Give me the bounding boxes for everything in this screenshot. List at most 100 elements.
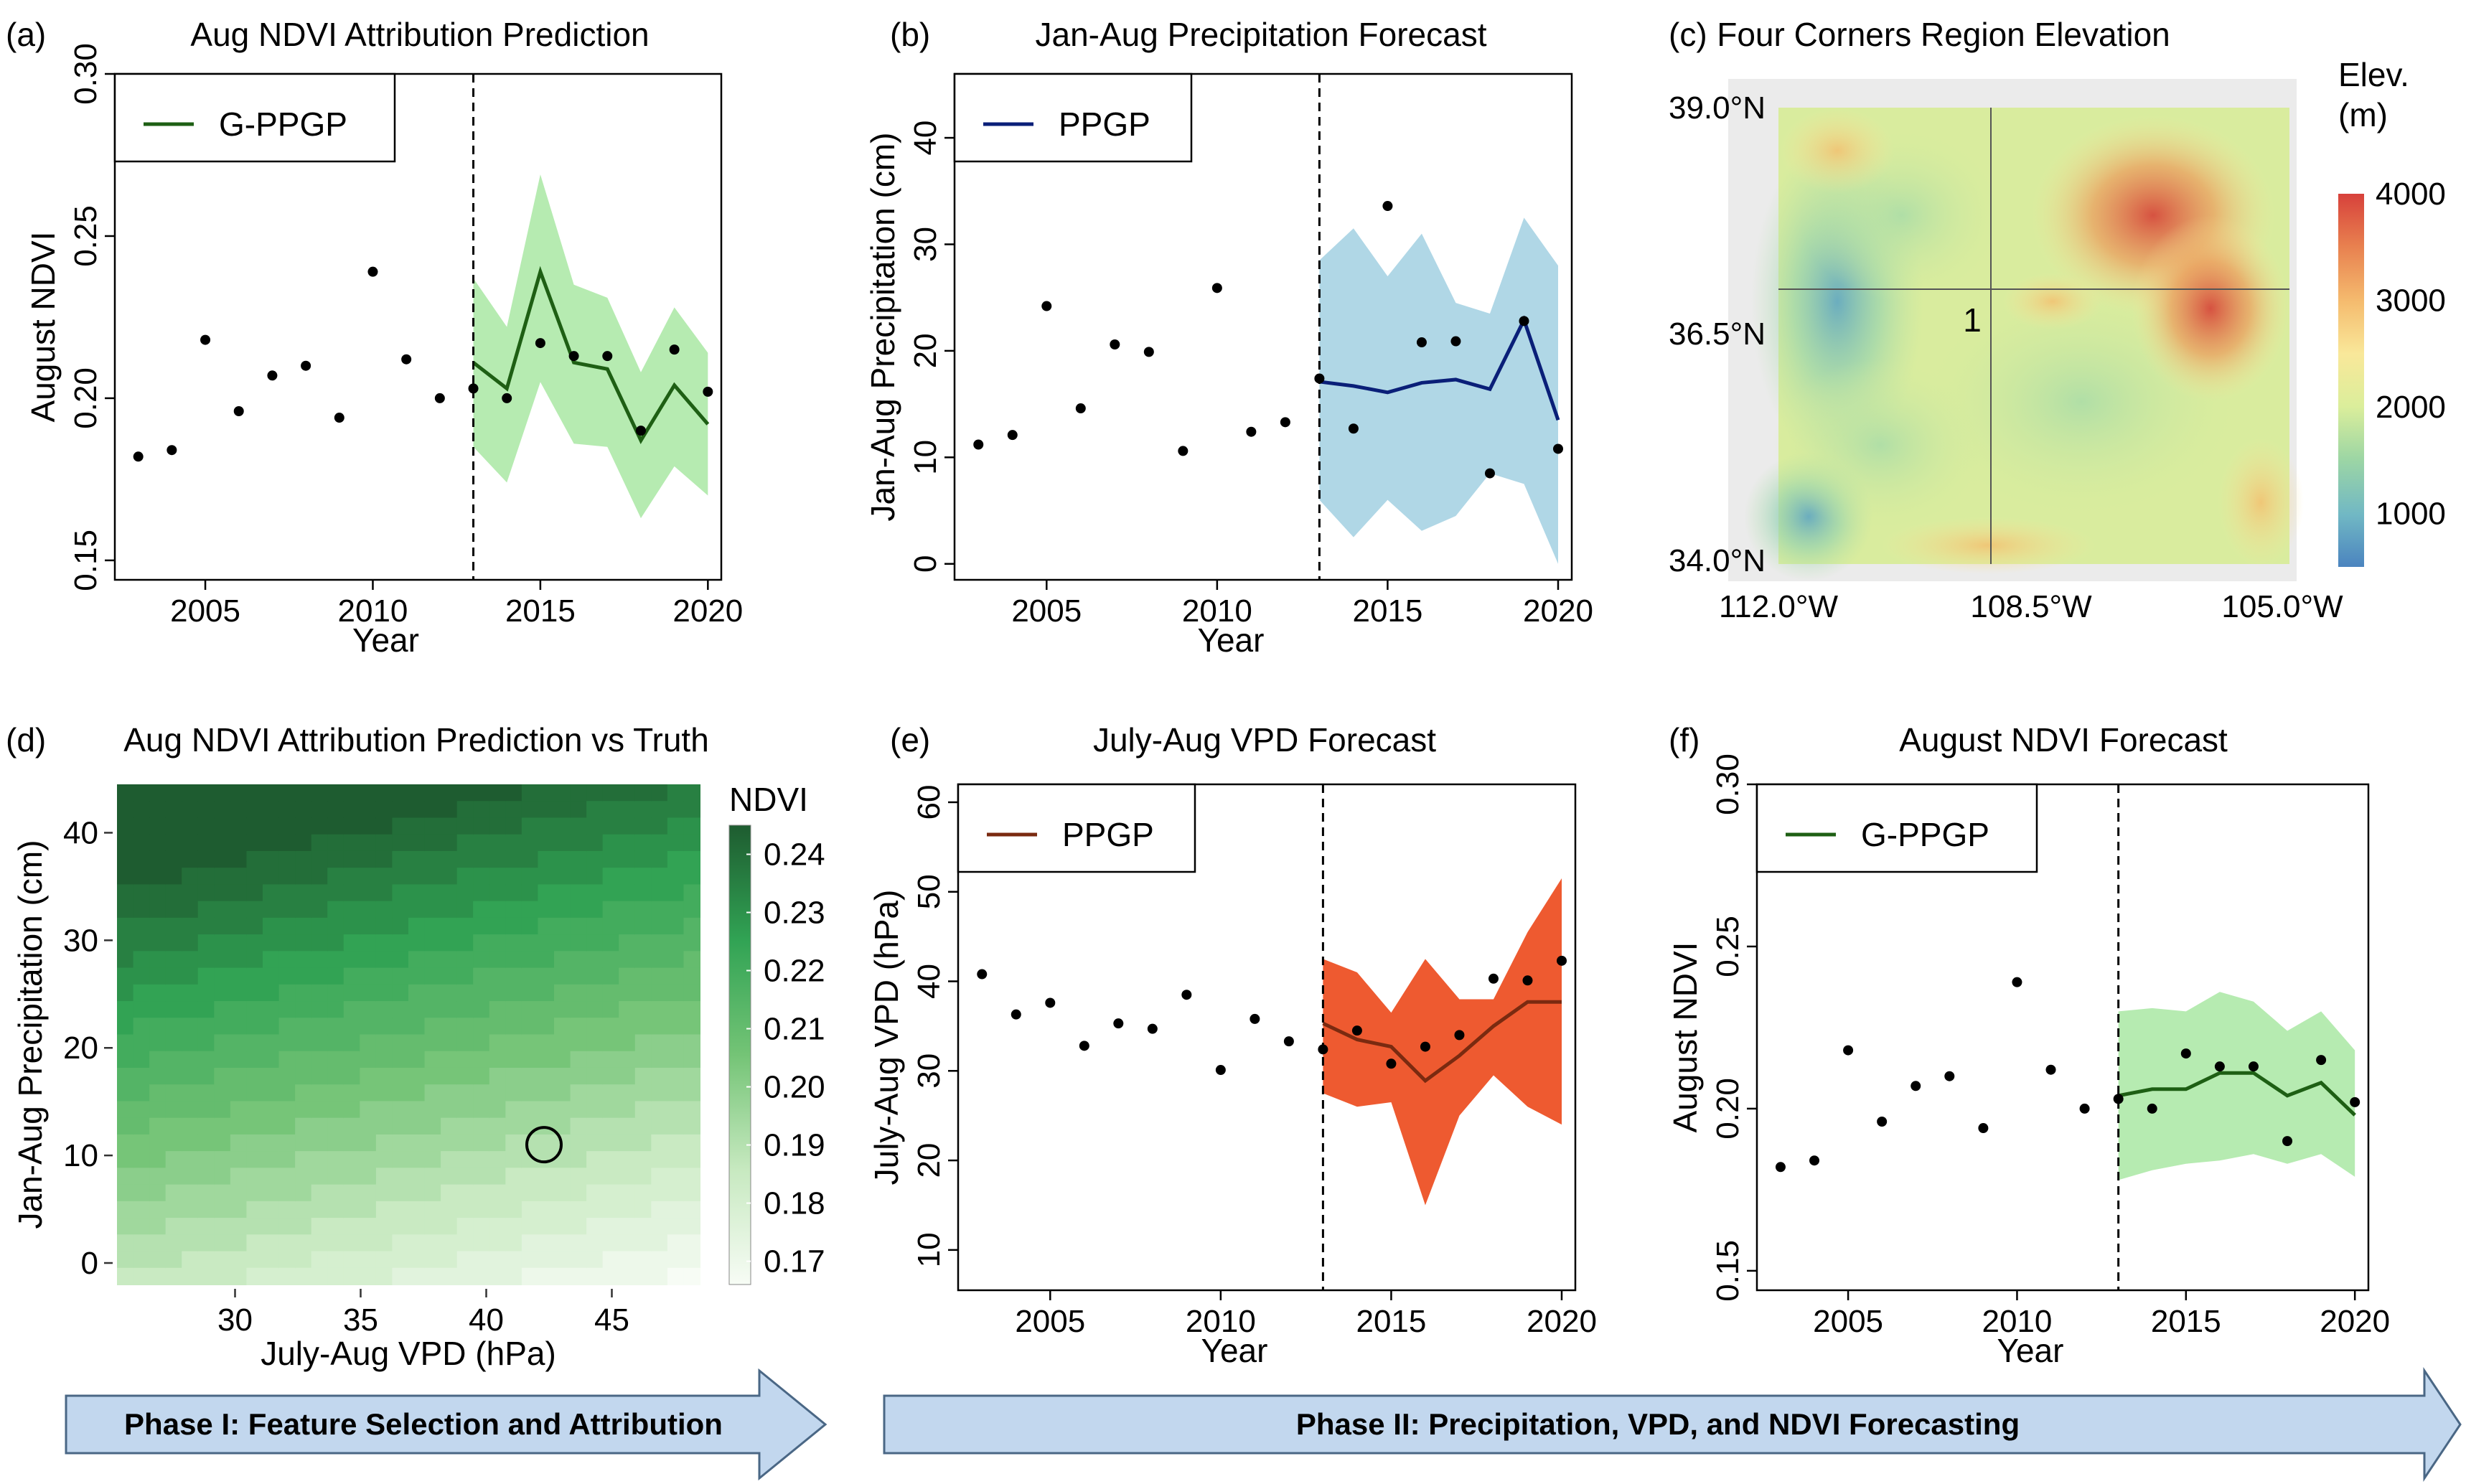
heatmap-cell bbox=[117, 834, 134, 852]
heatmap-cell bbox=[570, 1201, 588, 1219]
observed-point-a bbox=[502, 393, 512, 403]
heatmap-cell bbox=[456, 784, 474, 802]
heatmap-cell bbox=[149, 1168, 167, 1185]
heatmap-cell bbox=[327, 1184, 344, 1202]
heatmap-cell bbox=[619, 1251, 636, 1269]
heatmap-cell bbox=[263, 817, 280, 835]
heatmap-cell bbox=[375, 1117, 393, 1135]
xlabel-d: July-Aug VPD (hPa) bbox=[261, 1335, 556, 1372]
heatmap-cell bbox=[441, 901, 458, 919]
heatmap-cell bbox=[311, 1018, 329, 1035]
heatmap-cell bbox=[133, 834, 151, 852]
heatmap-cell bbox=[441, 1101, 458, 1119]
heatmap-cell bbox=[360, 967, 377, 985]
heatmap-cell bbox=[263, 1151, 280, 1169]
heatmap-cell bbox=[586, 1151, 604, 1169]
heatmap-cell bbox=[408, 1234, 426, 1252]
xlabel-b: Year bbox=[1198, 621, 1265, 659]
heatmap-cell bbox=[538, 1034, 555, 1052]
heatmap-cell bbox=[683, 801, 700, 819]
heatmap-cell bbox=[295, 1168, 312, 1185]
heatmap-cell bbox=[570, 934, 588, 952]
heatmap-cell bbox=[489, 1051, 507, 1069]
heatmap-cell bbox=[360, 1218, 377, 1236]
heatmap-cell bbox=[165, 1168, 183, 1185]
heatmap-cell bbox=[505, 801, 522, 819]
heatmap-cell bbox=[586, 801, 604, 819]
heatmap-cell bbox=[554, 1067, 571, 1086]
heatmap-cell bbox=[634, 1051, 652, 1069]
heatmap-cell bbox=[230, 1134, 248, 1152]
legend-label-b: PPGP bbox=[1059, 105, 1150, 143]
heatmap-cell bbox=[651, 1084, 668, 1102]
heatmap-cell bbox=[311, 1067, 329, 1086]
heatmap-cell bbox=[327, 1001, 344, 1019]
heatmap-cell bbox=[554, 834, 571, 852]
heatmap-cell bbox=[619, 1151, 636, 1169]
observed-point-e bbox=[1215, 1065, 1226, 1076]
heatmap-cell bbox=[424, 850, 442, 869]
heatmap-cell bbox=[343, 1084, 361, 1102]
heatmap-cell bbox=[538, 951, 555, 969]
heatmap-cell bbox=[327, 984, 344, 1002]
heatmap-cell bbox=[327, 784, 344, 802]
heatmap-cell bbox=[619, 784, 636, 802]
heatmap-cell bbox=[392, 1051, 409, 1069]
heatmap-cell bbox=[473, 1184, 490, 1202]
heatmap-cell bbox=[554, 1117, 571, 1135]
truth-marker bbox=[525, 1126, 563, 1164]
heatmap-cell bbox=[392, 1134, 409, 1152]
heatmap-cell bbox=[117, 967, 134, 985]
heatmap-cell bbox=[311, 1134, 329, 1152]
heatmap-cell bbox=[424, 1117, 442, 1135]
heatmap-cell bbox=[424, 934, 442, 952]
heatmap-cell bbox=[619, 1001, 636, 1019]
heatmap-cell bbox=[570, 817, 588, 835]
heatmap-cell bbox=[408, 1151, 426, 1169]
heatmap-cell bbox=[197, 1168, 215, 1185]
heatmap-cell bbox=[392, 1151, 409, 1169]
heatmap-cell bbox=[570, 1151, 588, 1169]
heatmap-cell bbox=[263, 1234, 280, 1252]
heatmap-cell bbox=[667, 834, 685, 852]
heatmap-cell bbox=[214, 1117, 231, 1135]
heatmap-cell bbox=[667, 1184, 685, 1202]
heatmap-cell bbox=[683, 1184, 700, 1202]
heatmap-cell bbox=[489, 951, 507, 969]
observed-point-b bbox=[1211, 283, 1222, 293]
heatmap-cell bbox=[360, 1201, 377, 1219]
heatmap-cell bbox=[651, 834, 668, 852]
heatmap-cell bbox=[505, 1034, 522, 1052]
observed-point-a bbox=[635, 426, 646, 436]
heatmap-cell bbox=[456, 1051, 474, 1069]
ytick-label-d: 40 bbox=[63, 815, 98, 850]
ytick-label-b: 20 bbox=[908, 333, 943, 368]
heatmap-cell bbox=[392, 1251, 409, 1269]
heatmap-cell bbox=[667, 1101, 685, 1119]
heatmap-cell bbox=[441, 1051, 458, 1069]
heatmap-cell bbox=[667, 901, 685, 919]
heatmap-cell bbox=[197, 1267, 215, 1285]
heatmap-cell bbox=[182, 817, 199, 835]
heatmap-cell bbox=[619, 1184, 636, 1202]
heatmap-cell bbox=[683, 1168, 700, 1185]
heatmap-cell bbox=[360, 1184, 377, 1202]
heatmap-cell bbox=[667, 967, 685, 985]
heatmap-cell bbox=[554, 901, 571, 919]
heatmap-cell bbox=[456, 1251, 474, 1269]
heatmap-cell bbox=[214, 1018, 231, 1035]
heatmap-cell bbox=[424, 801, 442, 819]
heatmap-cell bbox=[327, 901, 344, 919]
heatmap-cell bbox=[408, 1251, 426, 1269]
heatmap-cell bbox=[602, 984, 620, 1002]
heatmap-cell bbox=[133, 1084, 151, 1102]
heatmap-cell bbox=[456, 1117, 474, 1135]
heatmap-cell bbox=[295, 1151, 312, 1169]
heatmap-cell bbox=[667, 1084, 685, 1102]
heatmap-cell bbox=[602, 834, 620, 852]
xtick-label-e: 2015 bbox=[1356, 1304, 1426, 1339]
heatmap-cell bbox=[214, 1001, 231, 1019]
observed-point-e bbox=[977, 969, 988, 980]
heatmap-cell bbox=[182, 1184, 199, 1202]
heatmap-cell bbox=[343, 1067, 361, 1086]
